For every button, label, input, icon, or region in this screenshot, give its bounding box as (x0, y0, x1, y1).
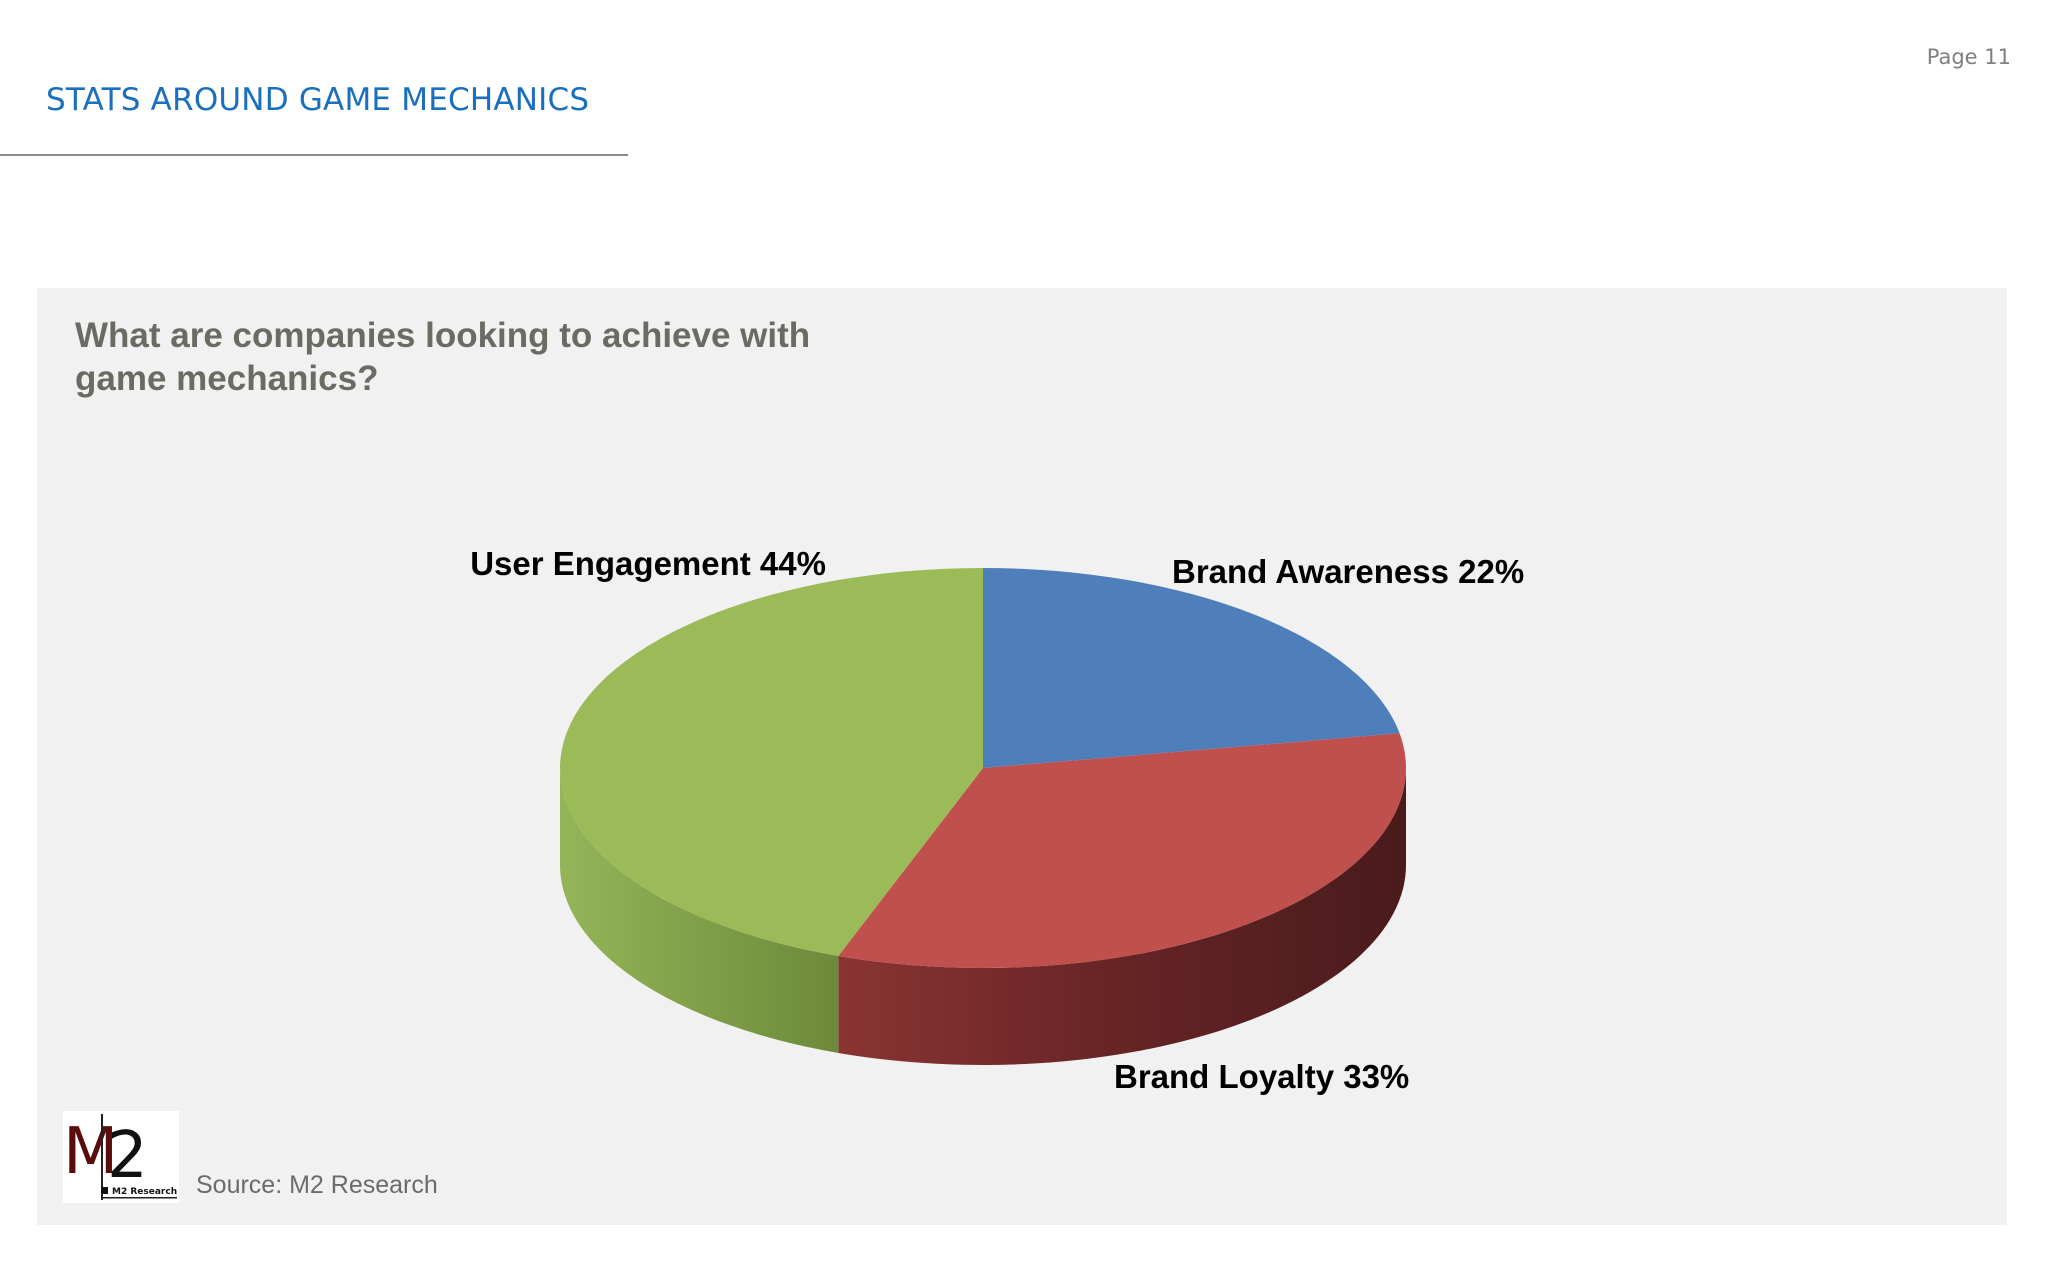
logo-underline (101, 1197, 177, 1199)
logo-caption: M2 Research (112, 1187, 177, 1197)
title-divider (0, 154, 628, 156)
source-note: Source: M2 Research (196, 1171, 438, 1199)
pie-chart: Brand Awareness 22% Brand Loyalty 33% User… (470, 545, 1524, 1095)
slide-title: STATS AROUND GAME MECHANICS (46, 82, 590, 118)
m2-logo-mark: M 2 M2 Research (63, 1114, 177, 1200)
pie-tops (560, 568, 1406, 968)
pie-sides (560, 768, 1406, 1065)
page-number: Page 11 (1926, 45, 2011, 69)
pie-label-brand-awareness: Brand Awareness 22% (1172, 553, 1524, 590)
m2-research-logo: M 2 M2 Research (63, 1111, 179, 1203)
logo-2: 2 (107, 1119, 148, 1193)
pie-slice-brand-awareness (983, 568, 1400, 768)
chart-question: What are companies looking to achieve wi… (75, 316, 811, 398)
pie-label-brand-loyalty: Brand Loyalty 33% (1114, 1058, 1409, 1095)
logo-square (101, 1187, 108, 1194)
pie-slice-brand-loyalty (838, 733, 1406, 968)
pie-side-user-engagement (560, 768, 839, 1053)
pie-labels: Brand Awareness 22% Brand Loyalty 33% User… (470, 545, 1524, 1095)
chart-panel: What are companies looking to achieve wi… (37, 288, 2007, 1225)
pie-side-brand-loyalty (838, 768, 1406, 1065)
pie-label-user-engagement: User Engagement 44% (470, 545, 826, 582)
logo-m: M (63, 1115, 118, 1189)
pie-slice-user-engagement (560, 568, 983, 956)
logo-rule (101, 1114, 103, 1200)
